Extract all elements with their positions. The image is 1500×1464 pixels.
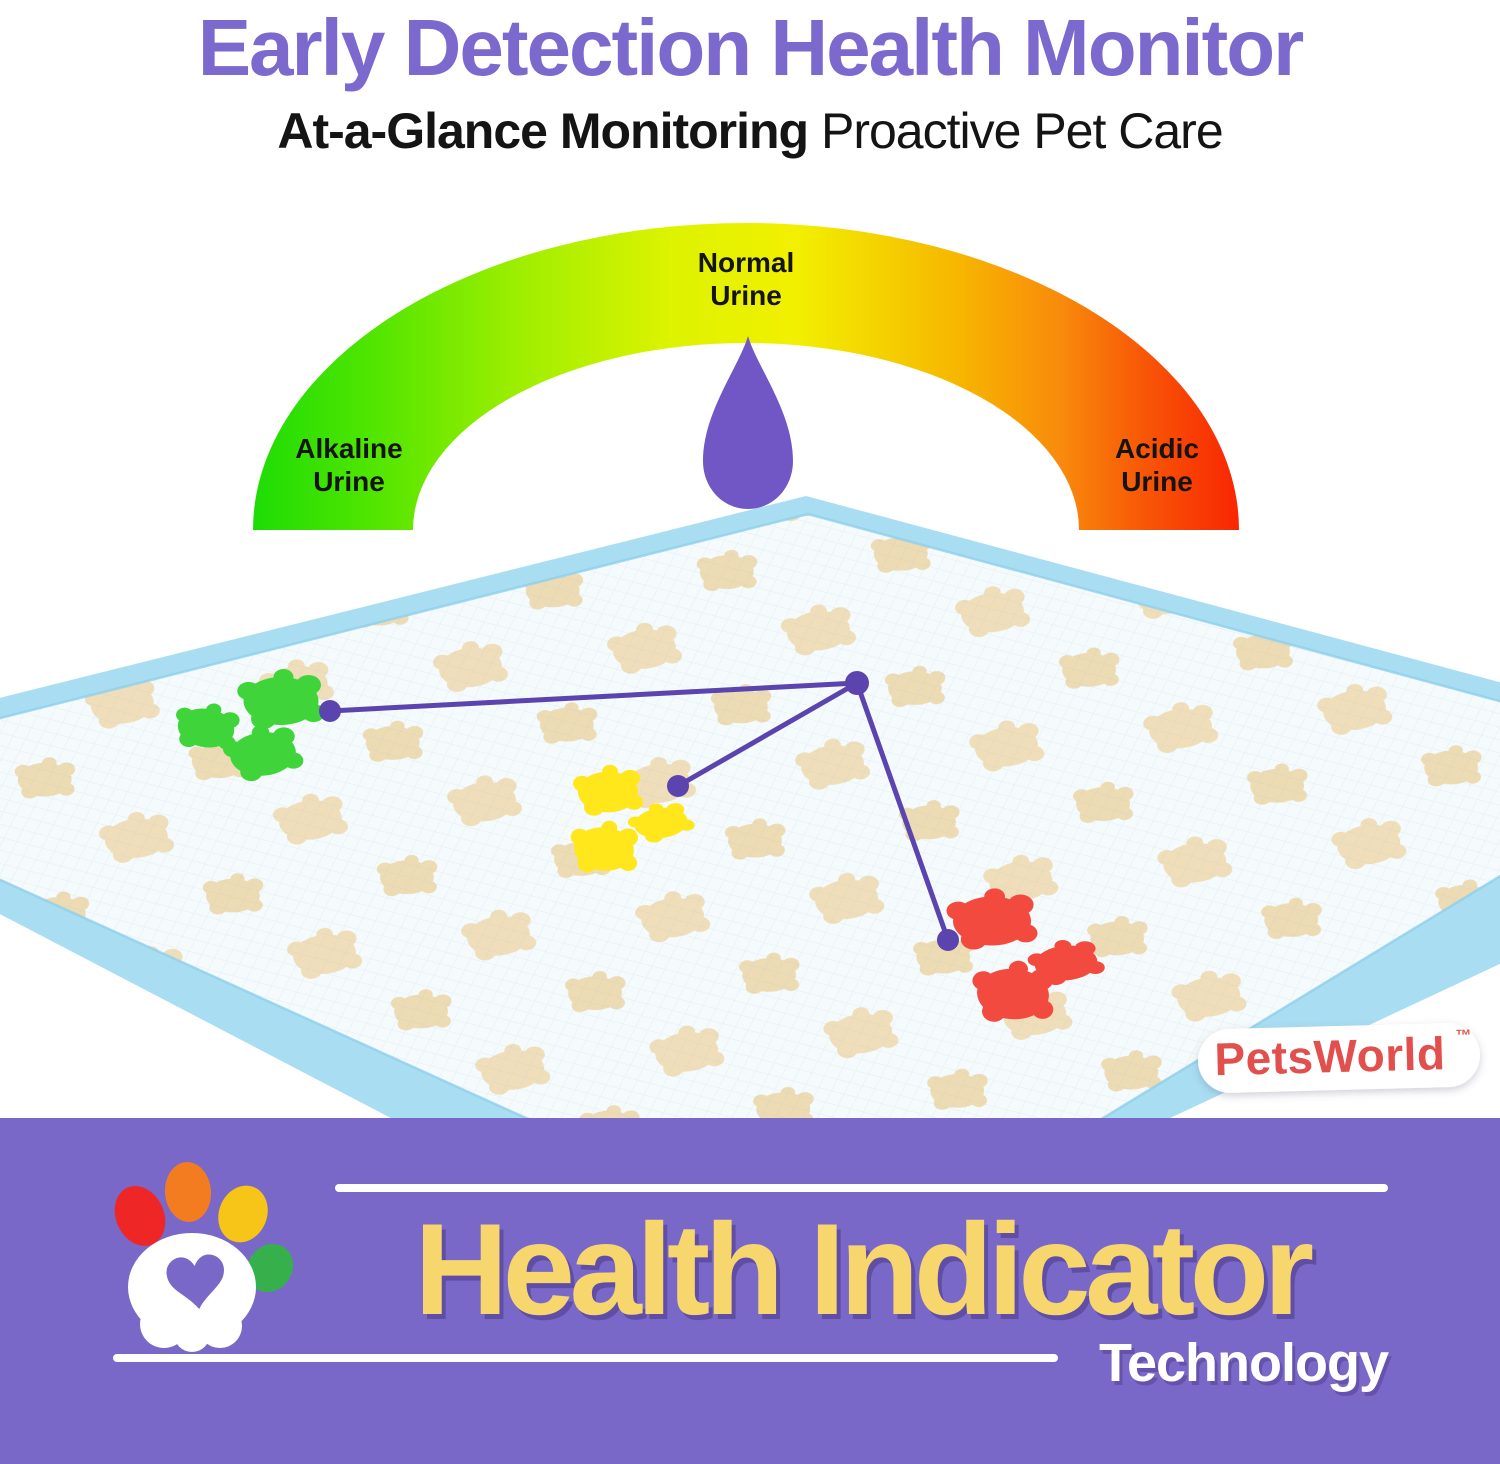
gauge-label-alkaline-line2: Urine [313,466,385,497]
gauge-label-acidic-line2: Urine [1121,466,1193,497]
callout-lines [329,680,951,941]
brand-trademark: ™ [1455,1028,1471,1045]
pad-surface-grid [0,514,1500,1268]
gauge-label-normal-line1: Normal [698,247,794,278]
banner-heading: Health Indicator [414,1196,1314,1342]
paw-with-heart-icon [114,1162,294,1352]
banner-subheading: Technology [1098,1333,1389,1393]
gauge-arc [253,223,1239,530]
pee-pad [0,496,1500,1310]
paw-toe-orange [164,1162,212,1222]
callout-dots [319,671,959,951]
gauge-label-normal-line2: Urine [710,280,782,311]
paw-toe-green [246,1243,294,1293]
gauge-label-acidic-line1: Acidic [1115,433,1199,464]
callout-red-dot [937,929,959,951]
subtitle-bold: At-a-Glance Monitoring [277,103,809,159]
ph-gauge: Alkaline Urine Normal Urine Acidic Urine [253,223,1239,530]
subtitle-regular: Proactive Pet Care [808,103,1224,159]
brand-logo-pill [1198,1023,1480,1093]
brand-logo-text: PetsWorld [1214,1027,1446,1085]
page-subtitle: At-a-Glance Monitoring Proactive Pet Car… [0,104,1500,159]
callout-junction-dot [845,671,869,695]
gauge-label-alkaline-line1: Alkaline [295,433,402,464]
page-title: Early Detection Health Monitor [197,3,1305,92]
banner-divider-bottom [113,1354,1058,1362]
paw-toe-yellow [218,1185,268,1243]
callout-yellow-dot [667,775,689,797]
banner-divider-top [335,1184,1388,1192]
heart-icon [166,1254,224,1309]
paw-toe-red [114,1186,166,1246]
brand-logo: PetsWorld ™ [1198,1023,1480,1093]
callout-green-dot [319,700,341,722]
bottom-banner: Health Indicator Technology [0,1118,1500,1464]
droplet-icon [703,336,793,509]
